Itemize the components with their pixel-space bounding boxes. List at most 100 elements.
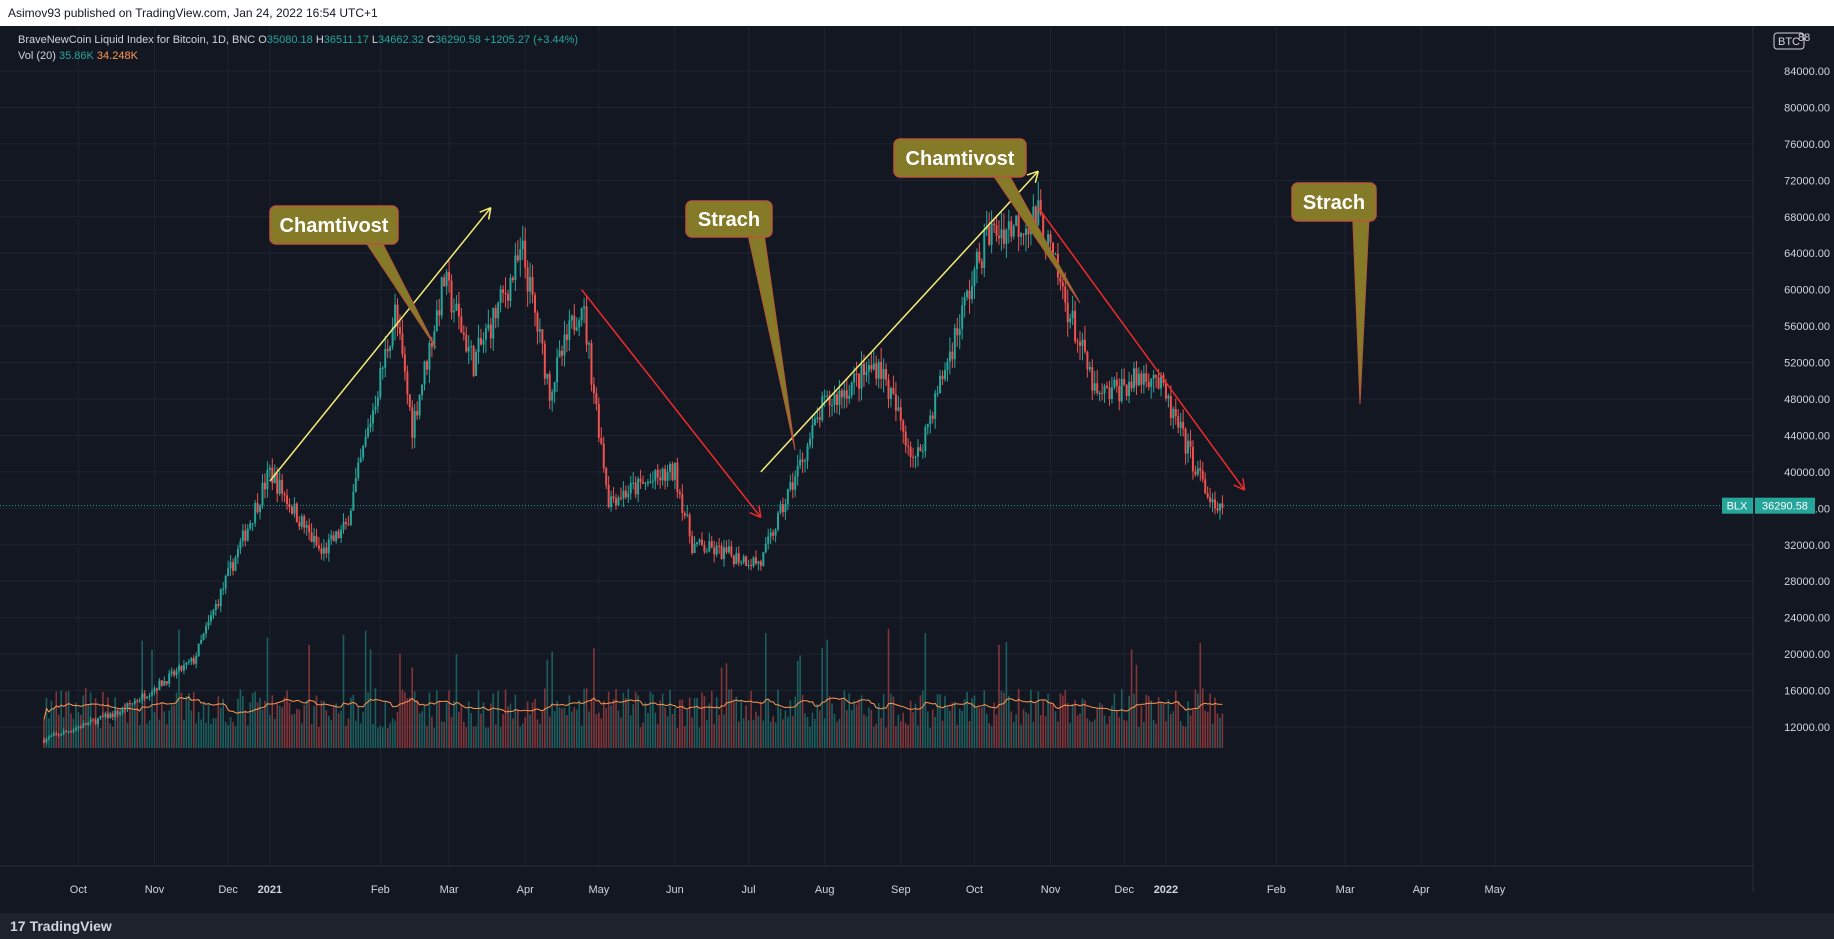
volume-bar — [691, 717, 693, 748]
volume-bar — [875, 723, 878, 748]
volume-bar — [126, 722, 129, 748]
volume-bar — [460, 705, 463, 748]
time-tick-label: May — [1485, 884, 1506, 896]
volume-bar — [97, 718, 99, 748]
volume-bar — [315, 695, 318, 748]
volume-bar — [102, 691, 104, 748]
volume-bar — [728, 689, 730, 748]
candle-body — [136, 701, 139, 703]
footer: 17 TradingView — [0, 913, 1834, 939]
candle-body — [268, 467, 271, 471]
currency-badge[interactable]: BTC — [1773, 32, 1805, 50]
volume-bar — [1052, 704, 1054, 748]
candle-body — [718, 545, 721, 547]
volume-bar — [954, 701, 956, 748]
volume-bar — [632, 704, 634, 748]
volume-bar — [381, 727, 384, 748]
volume-bar — [1145, 694, 1148, 748]
candle-body — [408, 394, 411, 408]
price-tick-label: 16000.00 — [1784, 686, 1830, 698]
volume-bar — [43, 719, 45, 748]
volume-bar — [431, 716, 433, 748]
volume-bar — [907, 724, 909, 748]
candle-body — [737, 553, 740, 563]
volume-bar — [782, 719, 784, 748]
trend-arrow-head — [1034, 171, 1040, 184]
volume-bar — [1177, 701, 1180, 748]
callouts: Chamtivost Strach Chamtivost Strach — [269, 138, 1377, 451]
candle-body — [961, 305, 964, 330]
volume-bar — [271, 695, 274, 748]
candle-body — [425, 361, 428, 370]
volume-bar — [359, 723, 362, 748]
volume-bar — [927, 711, 929, 748]
candle-body — [904, 431, 907, 446]
candle-body — [531, 277, 534, 295]
volume-bar — [998, 644, 1000, 748]
volume-bar — [116, 712, 119, 748]
volume-bar — [890, 693, 892, 748]
candle-body — [224, 575, 227, 589]
volume-bar — [1113, 693, 1116, 748]
candle-body — [1106, 385, 1109, 388]
candle-body — [327, 539, 330, 554]
volume-bar — [855, 704, 858, 748]
candle-body — [227, 568, 230, 576]
volume-bar — [423, 705, 426, 748]
candle-body — [808, 438, 811, 446]
candle-body — [794, 476, 797, 490]
volume-bar — [276, 702, 279, 748]
open-value: 35080.18 — [266, 34, 313, 46]
time-tick-label: Mar — [440, 884, 459, 896]
price-chart[interactable]: Chamtivost Strach Chamtivost Strach 12000.0… — [0, 26, 1834, 913]
candle-body — [514, 255, 517, 281]
candle-body — [529, 277, 532, 292]
volume-bar — [1118, 717, 1121, 748]
volume-bar — [973, 695, 976, 748]
volume-bar — [853, 700, 855, 748]
candle-body — [141, 693, 144, 701]
candle-body — [624, 490, 627, 498]
candle-body — [816, 417, 819, 419]
volume-bar — [305, 700, 308, 748]
trend-arrow-line — [760, 170, 1039, 473]
volume-bar — [990, 725, 993, 748]
volume-bar — [180, 692, 183, 748]
volume-bar — [843, 690, 846, 748]
candle-body — [310, 532, 313, 543]
candle-body — [352, 491, 355, 511]
candle-body — [317, 545, 320, 549]
volume-bar — [580, 725, 583, 748]
candle-body — [1137, 373, 1140, 386]
volume-bar — [347, 718, 350, 748]
candle-body — [1066, 302, 1069, 323]
volume-bar — [67, 691, 70, 748]
candle-body — [381, 367, 384, 369]
tradingview-logo[interactable]: 17 TradingView — [10, 918, 112, 934]
close-value: 36290.58 — [434, 34, 481, 46]
volume-bar — [168, 710, 171, 748]
candle-body — [946, 361, 949, 370]
candle-body — [659, 477, 662, 481]
candle-body — [600, 437, 603, 444]
candle-body — [502, 289, 505, 293]
trend-arrow-line — [269, 207, 492, 482]
candle-body — [1155, 374, 1158, 378]
candle-body — [273, 473, 276, 484]
candle-body — [1027, 228, 1030, 235]
volume-bar — [568, 695, 571, 748]
volume-bar — [1027, 713, 1030, 748]
volume-bar — [993, 702, 995, 748]
volume-bar — [804, 713, 806, 748]
candle-body — [335, 531, 338, 542]
volume-legend: Vol (20) 35.86K 34.248K — [18, 50, 138, 62]
candle-body — [654, 470, 657, 482]
volume-bar — [364, 630, 367, 748]
candle-body — [1088, 367, 1091, 370]
price-axis[interactable]: 12000.00 16000.00 20000.00 24000.00 28000.00… — [1784, 66, 1830, 734]
candle-body — [65, 731, 68, 733]
candle-body — [1209, 497, 1212, 503]
time-axis[interactable]: Oct Nov Dec 2021 Feb Mar Apr May Jun Jul Aug Sep Oct… — [70, 884, 1506, 896]
volume-bar — [838, 719, 841, 748]
trend-arrow-head — [487, 207, 492, 220]
